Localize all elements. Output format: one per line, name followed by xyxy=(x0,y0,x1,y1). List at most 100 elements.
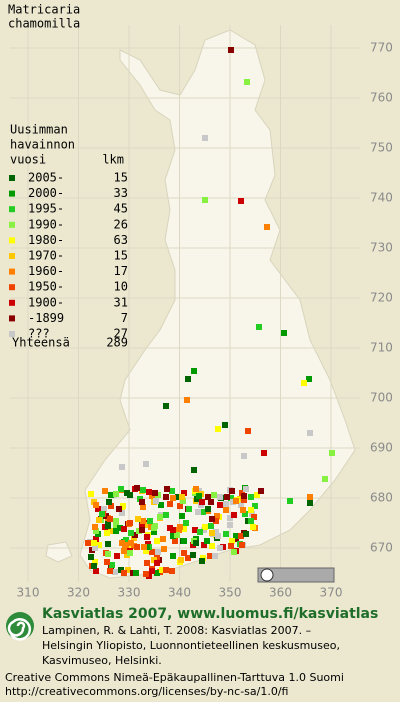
record-square xyxy=(239,542,245,548)
record-square xyxy=(228,47,234,53)
record-square xyxy=(243,486,249,492)
record-square xyxy=(144,522,150,528)
x-tick-label: 310 xyxy=(17,586,40,600)
record-square xyxy=(147,518,153,524)
legend-count: 10 xyxy=(114,280,128,294)
citation-line: Helsingin Yliopisto, Luonnontieteellinen… xyxy=(42,639,340,652)
legend-swatch xyxy=(9,299,15,306)
record-square xyxy=(217,494,223,500)
record-square xyxy=(135,516,141,522)
record-square xyxy=(101,506,107,512)
record-square xyxy=(196,493,202,499)
record-square xyxy=(144,534,150,540)
record-square xyxy=(112,569,118,575)
footer-heading: Kasviatlas 2007, www.luomus.fi/kasviatla… xyxy=(42,606,378,622)
record-square xyxy=(143,571,149,577)
record-square xyxy=(149,549,155,555)
record-square xyxy=(116,506,122,512)
record-square xyxy=(163,403,169,409)
record-square xyxy=(153,498,159,504)
record-square xyxy=(241,497,247,503)
y-tick-label: 720 xyxy=(370,291,393,305)
record-square xyxy=(240,507,246,513)
record-square xyxy=(123,542,129,548)
record-square xyxy=(121,548,127,554)
record-square xyxy=(113,491,119,497)
record-square xyxy=(170,495,176,501)
record-square xyxy=(163,494,169,500)
record-square xyxy=(92,524,98,530)
record-square xyxy=(195,509,201,515)
record-square xyxy=(202,197,208,203)
record-square xyxy=(172,538,178,544)
record-square xyxy=(108,503,114,509)
record-square xyxy=(158,502,164,508)
record-square xyxy=(184,397,190,403)
legend-heading: Uusimman xyxy=(10,123,68,137)
record-square xyxy=(248,507,254,513)
legend-label: 1900- xyxy=(28,295,64,309)
record-square xyxy=(181,538,187,544)
record-square xyxy=(183,520,189,526)
record-square xyxy=(251,514,257,520)
legend-swatch xyxy=(9,237,15,244)
record-square xyxy=(217,545,223,551)
record-square xyxy=(170,553,176,559)
legend-swatch xyxy=(9,268,15,275)
record-square xyxy=(174,532,180,538)
record-square xyxy=(93,502,99,508)
record-square xyxy=(121,570,127,576)
record-square xyxy=(186,506,192,512)
record-square xyxy=(118,486,124,492)
record-square xyxy=(307,500,313,506)
record-square xyxy=(121,526,127,532)
record-square xyxy=(185,555,191,561)
title-line: Matricaria xyxy=(8,3,80,17)
record-square xyxy=(223,507,229,513)
license-line: Creative Commons Nimeä-Epäkaupallinen-Ta… xyxy=(5,671,344,684)
record-square xyxy=(252,503,258,509)
record-square xyxy=(190,552,196,558)
record-square xyxy=(287,498,293,504)
record-square xyxy=(105,541,111,547)
record-square xyxy=(202,524,208,530)
record-square xyxy=(223,531,229,537)
record-square xyxy=(197,529,203,535)
record-square xyxy=(306,376,312,382)
record-square xyxy=(224,494,230,500)
title-line: chamomilla xyxy=(8,17,80,31)
record-square xyxy=(261,450,267,456)
legend-swatch xyxy=(9,190,15,197)
y-tick-label: 710 xyxy=(370,341,393,355)
license-badge xyxy=(257,567,335,583)
y-tick-label: 670 xyxy=(370,541,393,555)
legend-label: 1980- xyxy=(28,233,64,247)
record-square xyxy=(117,525,123,531)
record-square xyxy=(322,476,328,482)
legend-count-heading: lkm xyxy=(102,153,124,167)
record-square xyxy=(93,536,99,542)
record-square xyxy=(113,528,119,534)
record-square xyxy=(163,512,169,518)
record-square xyxy=(254,492,260,498)
record-square xyxy=(228,543,234,549)
legend-count: 33 xyxy=(114,186,128,200)
record-square xyxy=(163,567,169,573)
record-square xyxy=(179,513,185,519)
record-square xyxy=(169,568,175,574)
record-square xyxy=(105,551,111,557)
record-square xyxy=(140,518,146,524)
legend-count: 15 xyxy=(114,171,128,185)
record-square xyxy=(193,486,199,492)
record-square xyxy=(139,523,145,529)
record-square xyxy=(191,368,197,374)
record-square xyxy=(193,540,199,546)
record-square xyxy=(205,506,211,512)
y-tick-label: 750 xyxy=(370,141,393,155)
legend-swatch xyxy=(9,221,15,228)
record-square xyxy=(227,515,233,521)
record-square xyxy=(215,533,221,539)
record-square xyxy=(207,553,213,559)
y-tick-label: 700 xyxy=(370,391,393,405)
legend-swatch xyxy=(9,206,15,213)
